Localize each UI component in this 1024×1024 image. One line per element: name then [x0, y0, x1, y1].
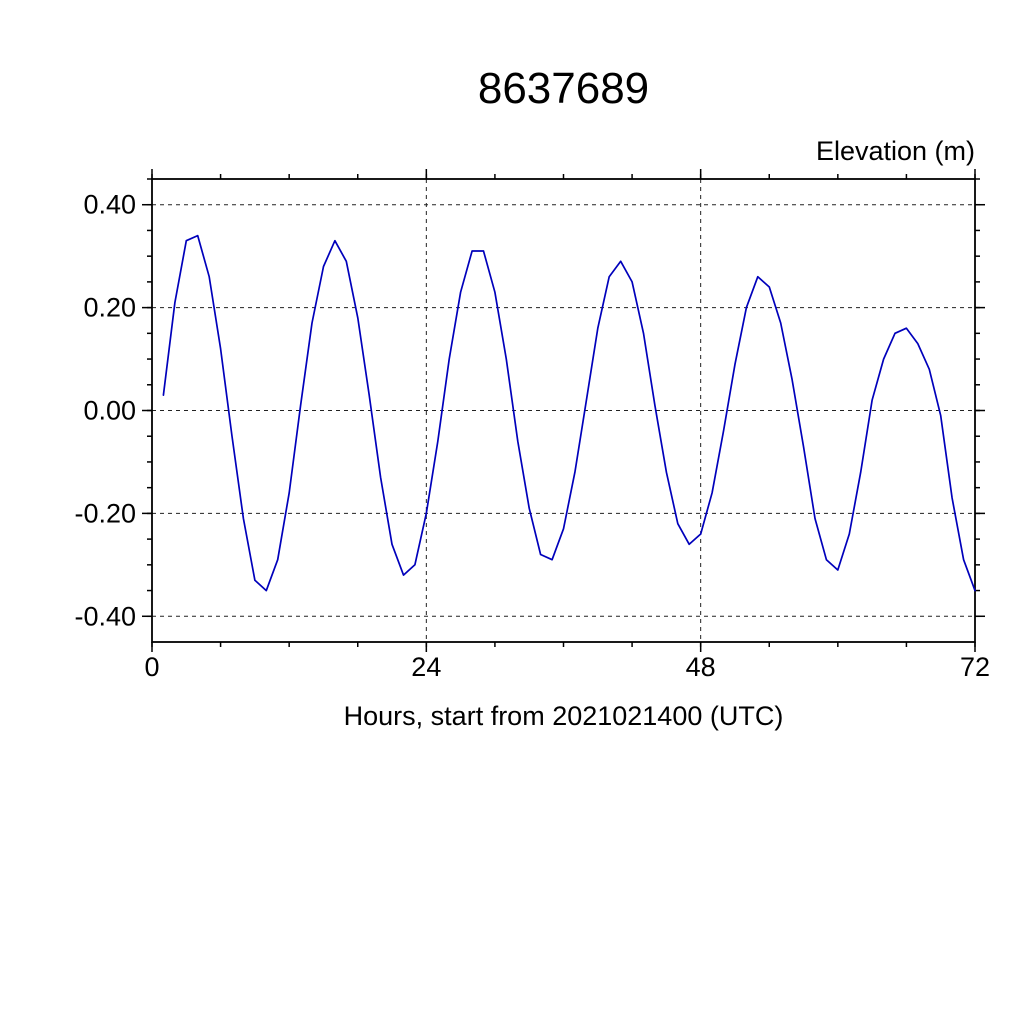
y-tick-label: -0.20 — [74, 498, 136, 528]
x-axis-title: Hours, start from 2021021400 (UTC) — [343, 701, 784, 731]
x-tick-label: 48 — [686, 652, 716, 682]
y-tick-label: -0.40 — [74, 601, 136, 631]
y-tick-label: 0.00 — [83, 396, 136, 426]
chart-title: 8637689 — [477, 64, 650, 113]
y-tick-label: 0.40 — [83, 190, 136, 220]
x-tick-label: 72 — [960, 652, 990, 682]
y-tick-label: 0.20 — [83, 293, 136, 323]
x-tick-label: 24 — [411, 652, 441, 682]
y-axis-unit-label: Elevation (m) — [815, 136, 975, 166]
x-tick-label: 0 — [144, 652, 159, 682]
elevation-series-line — [162, 234, 976, 592]
